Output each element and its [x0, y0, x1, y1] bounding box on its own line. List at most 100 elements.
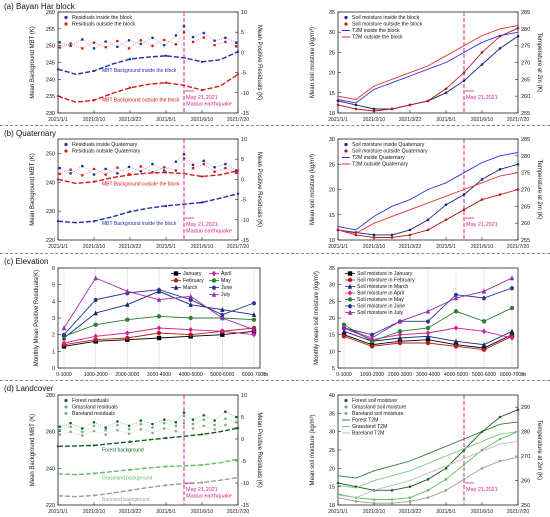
legend-label: Bareland residuals: [72, 411, 115, 417]
series-point: [81, 427, 84, 430]
series-point: [480, 63, 484, 66]
series-point: [408, 228, 412, 232]
series-point: [174, 420, 178, 424]
series-point: [425, 319, 431, 324]
legend-label: T2M outside Quaternary: [352, 162, 408, 168]
series-point: [69, 425, 72, 428]
series-point: [397, 340, 403, 346]
y2-tick-label: 260: [521, 221, 530, 227]
legend-swatch: [344, 398, 348, 403]
event-annotation: May 21,2021: [186, 487, 218, 493]
series-point: [234, 41, 238, 45]
y2-tick-label: -5: [241, 198, 246, 204]
series-point: [139, 419, 143, 422]
series-line: [57, 476, 239, 498]
series-point: [128, 86, 132, 89]
legend-marker: [211, 291, 217, 297]
y-tick-label: 15: [329, 485, 335, 491]
series-point: [151, 44, 154, 48]
legend-label: Residuals inside Quaternary: [72, 142, 138, 148]
legend-label: June: [221, 285, 232, 291]
legend-label: Soil moisture in July: [357, 310, 404, 316]
series-line: [337, 421, 519, 479]
y-tick-label: 20: [329, 466, 335, 472]
series-point: [127, 428, 131, 431]
series-point: [444, 91, 448, 95]
series-point: [372, 107, 376, 111]
series-line: [337, 25, 519, 100]
series-point: [139, 42, 143, 46]
series-point: [61, 332, 67, 337]
legend-marker: [173, 278, 179, 283]
series-point: [236, 50, 240, 53]
x-tick-label: 2021/7/20: [507, 244, 529, 250]
legend-label: May: [221, 278, 231, 284]
y2-tick-label: 0: [241, 50, 244, 56]
series-point: [498, 47, 502, 50]
series-point: [156, 325, 162, 331]
series-point: [139, 165, 143, 168]
y2-tick-label: 270: [521, 188, 530, 194]
series-point: [61, 340, 67, 346]
x-tick-label: 2021/3/22: [399, 117, 421, 123]
series-point: [164, 436, 168, 440]
y2-tick-label: 255: [521, 238, 530, 244]
y2-tick-label: 10: [241, 393, 247, 399]
plot-frame: [57, 138, 239, 241]
x-tick-label: 0-1000: [336, 372, 352, 378]
legend-label: February: [183, 278, 204, 284]
series-point: [408, 103, 412, 107]
y-tick-label: 3: [52, 316, 55, 322]
series-point: [234, 45, 238, 48]
series-point: [213, 419, 216, 422]
series-point: [509, 285, 515, 291]
y-tick-label: 35: [329, 411, 335, 417]
series-point: [426, 478, 430, 481]
y-tick-label: 4: [52, 299, 55, 305]
legend-label: T2M outside the block: [352, 35, 403, 41]
x-tick-label: 2021/7/20: [507, 509, 529, 515]
series-point: [251, 300, 257, 306]
series-point: [202, 424, 206, 428]
y-tick-label: 30: [329, 137, 335, 143]
y2-tick-label: -15: [241, 503, 249, 509]
series-point: [453, 338, 459, 344]
y-tick-label: 20: [329, 188, 335, 194]
series-point: [58, 46, 62, 49]
legend-label: July: [221, 292, 231, 298]
series-point: [58, 172, 62, 176]
y-tick-label: 5: [52, 283, 55, 289]
y-axis-label: Mean Background MBT (K): [30, 153, 36, 226]
series-point: [58, 425, 62, 428]
y2-axis-label: Temperature at 2m (K): [536, 159, 542, 219]
series-point: [236, 457, 240, 461]
series-point: [372, 233, 376, 237]
series-point: [213, 39, 216, 42]
series-line: [57, 427, 239, 447]
x-tick-label: 0-1000: [56, 372, 72, 378]
series-point: [509, 335, 515, 341]
series-point: [151, 162, 154, 166]
x-tick-label: 1000-2000: [84, 372, 108, 378]
x-unit: m: [522, 372, 526, 378]
series-point: [188, 297, 193, 302]
x-tick-label: 2021/6/10: [191, 117, 213, 123]
series-point: [453, 295, 459, 301]
event-annotation: May 21,2021: [186, 95, 218, 101]
series-point: [372, 109, 376, 113]
x-tick-label: 5000-6000: [210, 372, 234, 378]
series-point: [516, 408, 520, 411]
series-line: [59, 422, 237, 436]
y2-tick-label: 0: [241, 177, 244, 183]
y-axis-label: Monthly mean soil moisture (kg/m³): [314, 271, 320, 365]
series-point: [116, 428, 119, 432]
series-point: [93, 310, 98, 316]
series-point: [116, 423, 119, 427]
series-point: [372, 236, 376, 239]
series-line: [57, 51, 239, 76]
x-tick-label: 2000-3000: [115, 372, 139, 378]
y2-tick-label: 0: [241, 437, 244, 443]
legend-label: Soil moisture in April: [357, 291, 404, 297]
legend-label: January: [183, 271, 202, 277]
series-point: [56, 178, 60, 181]
